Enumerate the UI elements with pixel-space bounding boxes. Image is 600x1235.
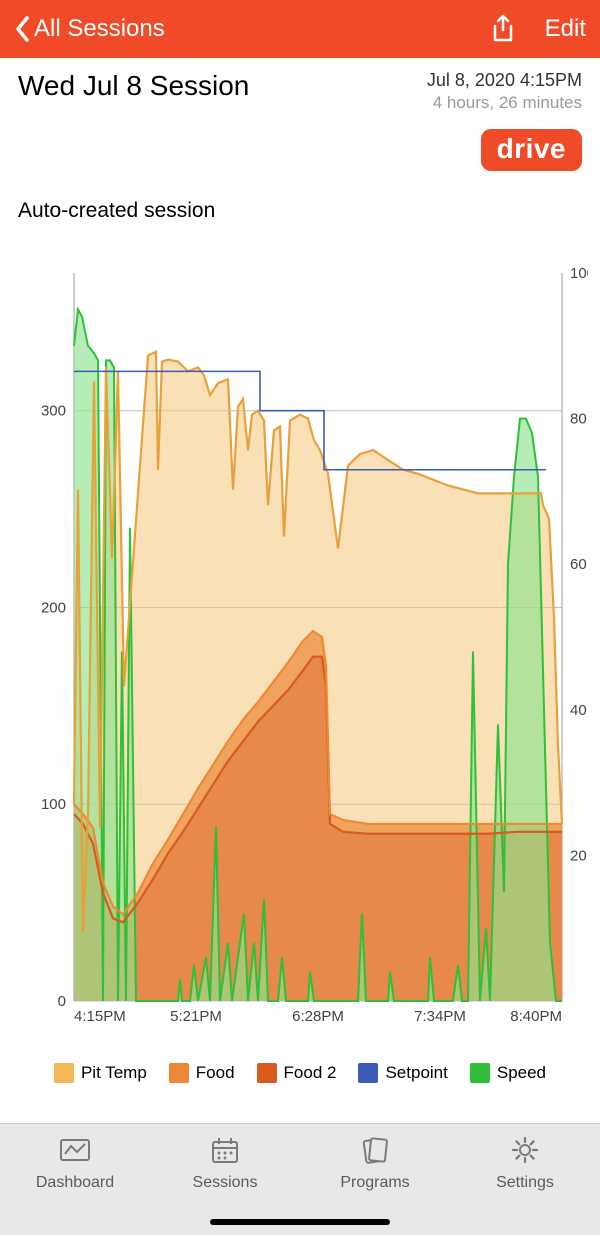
legend-item[interactable]: Speed [470, 1063, 546, 1083]
session-meta: Jul 8, 2020 4:15PM 4 hours, 26 minutes [427, 70, 582, 113]
back-label: All Sessions [34, 15, 165, 43]
svg-text:20: 20 [570, 847, 587, 864]
drive-badge: drive [481, 129, 582, 171]
svg-text:200: 200 [41, 599, 66, 616]
tab-label: Programs [340, 1174, 409, 1192]
svg-text:7:34PM: 7:34PM [414, 1008, 466, 1025]
home-indicator [210, 1219, 390, 1225]
programs-icon [357, 1132, 393, 1168]
session-subtitle: Auto-created session [18, 199, 582, 223]
svg-text:4:15PM: 4:15PM [74, 1008, 126, 1025]
tab-dashboard[interactable]: Dashboard [0, 1132, 150, 1235]
legend-swatch [358, 1063, 378, 1083]
legend-item[interactable]: Food [169, 1063, 235, 1083]
svg-text:100: 100 [570, 265, 588, 282]
tab-settings[interactable]: Settings [450, 1132, 600, 1235]
settings-icon [507, 1132, 543, 1168]
share-button[interactable] [489, 14, 517, 44]
chevron-left-icon [14, 15, 30, 43]
session-title: Wed Jul 8 Session [18, 70, 249, 102]
legend-swatch [169, 1063, 189, 1083]
legend-swatch [54, 1063, 74, 1083]
legend-label: Setpoint [385, 1063, 447, 1083]
legend-label: Pit Temp [81, 1063, 147, 1083]
chart-legend: Pit Temp Food Food 2 Setpoint Speed [18, 1063, 582, 1083]
svg-text:300: 300 [41, 403, 66, 420]
chart-container: 0100200300204060801004:15PM5:21PM6:28PM7… [18, 263, 582, 1053]
legend-item[interactable]: Food 2 [257, 1063, 337, 1083]
svg-text:6:28PM: 6:28PM [292, 1008, 344, 1025]
navbar: All Sessions Edit [0, 0, 600, 58]
share-icon [489, 14, 517, 44]
svg-text:60: 60 [570, 556, 587, 573]
legend-item[interactable]: Pit Temp [54, 1063, 147, 1083]
session-chart[interactable]: 0 100 200 300 20 40 60 80 100 4:15PM 5:21PM 6:28PM 7… [28, 263, 588, 1053]
legend-swatch [257, 1063, 277, 1083]
svg-text:100: 100 [41, 796, 66, 813]
legend-label: Speed [497, 1063, 546, 1083]
legend-swatch [470, 1063, 490, 1083]
svg-text:5:21PM: 5:21PM [170, 1008, 222, 1025]
tab-label: Dashboard [36, 1174, 114, 1192]
edit-button[interactable]: Edit [545, 15, 586, 43]
sessions-icon [207, 1132, 243, 1168]
content: Wed Jul 8 Session Jul 8, 2020 4:15PM 4 h… [0, 58, 600, 1083]
session-date: Jul 8, 2020 4:15PM [427, 70, 582, 91]
tab-bar: Dashboard Sessions Programs Settings [0, 1123, 600, 1235]
tab-label: Sessions [193, 1174, 258, 1192]
back-button[interactable]: All Sessions [14, 15, 165, 43]
session-duration: 4 hours, 26 minutes [427, 93, 582, 113]
dashboard-icon [57, 1132, 93, 1168]
tab-label: Settings [496, 1174, 554, 1192]
legend-label: Food [196, 1063, 235, 1083]
svg-text:8:40PM: 8:40PM [510, 1008, 562, 1025]
svg-text:0: 0 [58, 993, 66, 1010]
svg-text:40: 40 [570, 702, 587, 719]
legend-item[interactable]: Setpoint [358, 1063, 447, 1083]
svg-text:80: 80 [570, 411, 587, 428]
legend-label: Food 2 [284, 1063, 337, 1083]
